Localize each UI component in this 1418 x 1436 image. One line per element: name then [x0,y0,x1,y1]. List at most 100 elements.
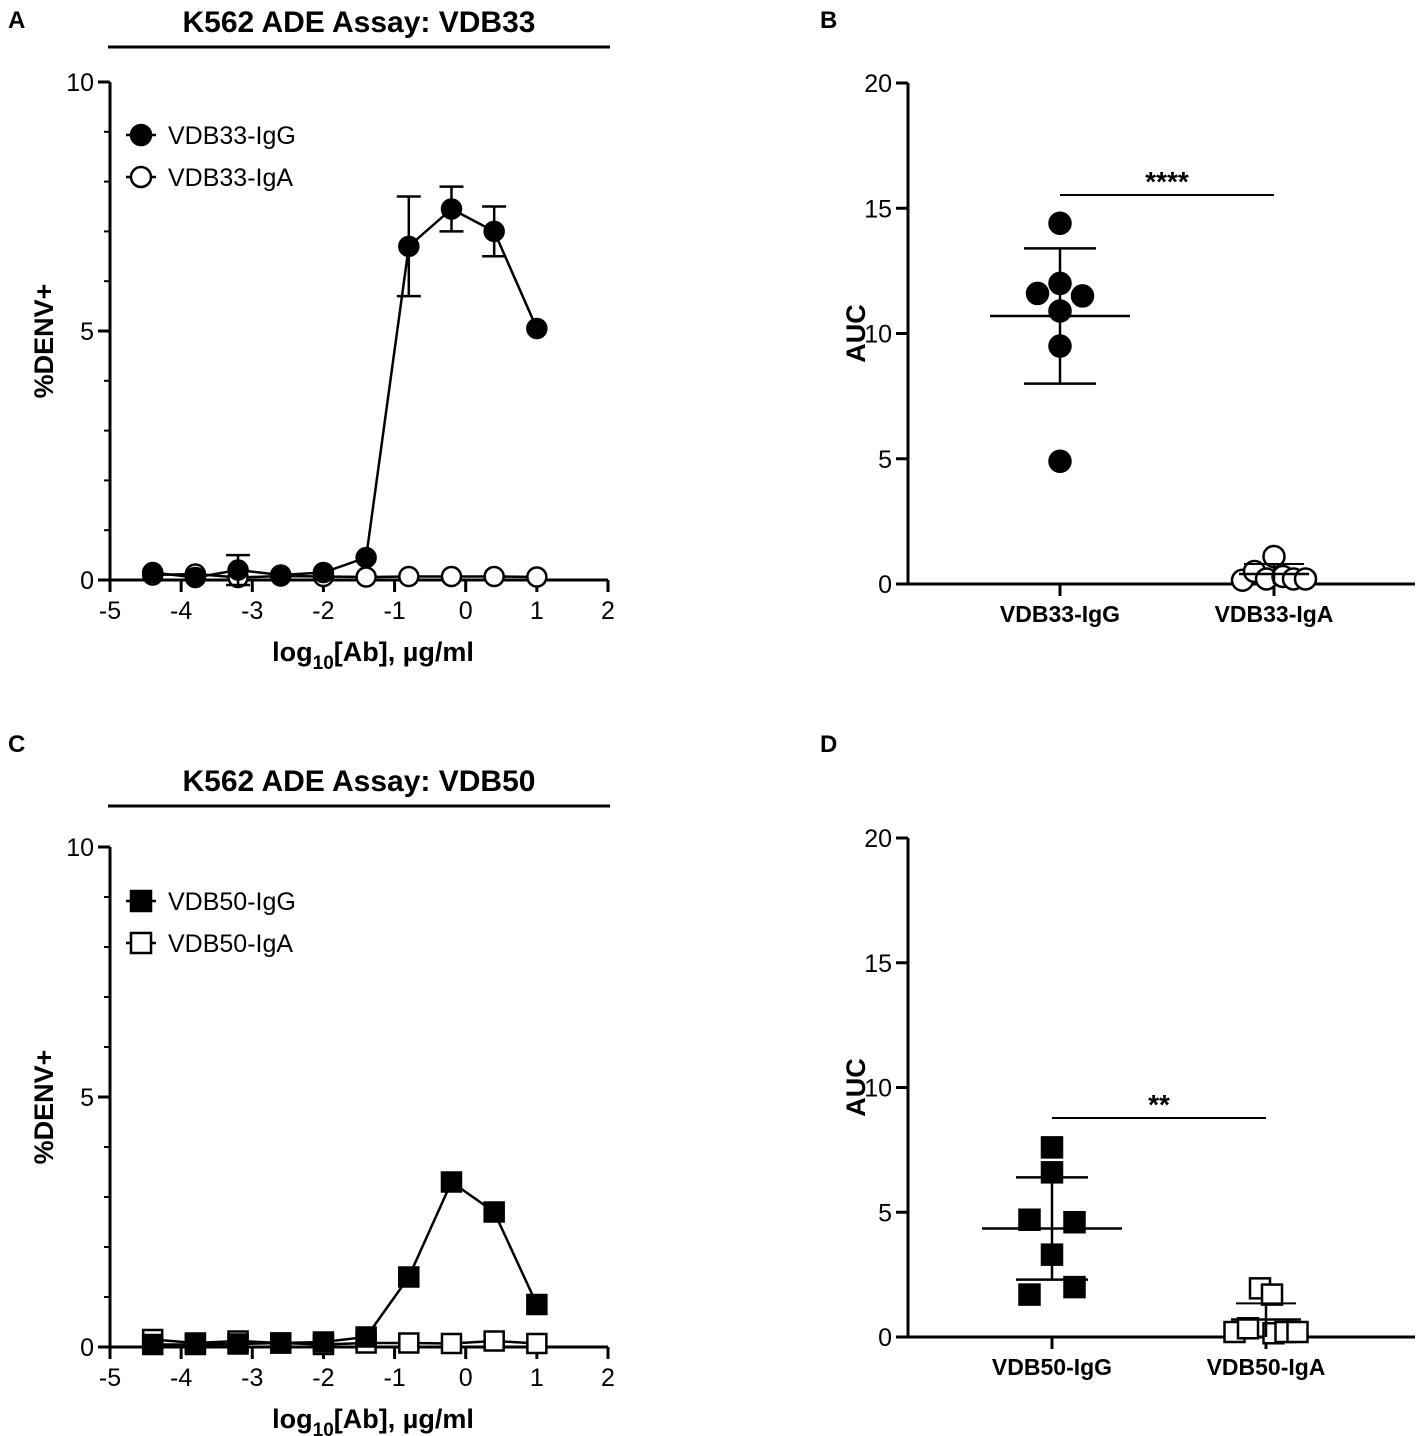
data-point [1293,567,1318,591]
y-tick-label: 15 [864,195,892,223]
x-category-label: VDB50-IgG [992,1354,1112,1380]
y-axis-label: %DENV+ [29,284,59,399]
data-point [483,1330,505,1352]
legend-label: VDB33-IgG [168,122,296,150]
data-point [483,565,505,588]
group-vdb50-iga [1223,1277,1309,1345]
panel-c: C K562 ADE Assay: VDB50 0 5 10 -5 -4 -3 -2 -1 0 1 2%… [8,731,615,1436]
data-point [1286,1320,1309,1344]
data-point [398,565,420,588]
data-point [312,561,335,584]
data-point [398,1332,420,1354]
series-line [152,207,539,579]
data-point [440,198,463,220]
legend-entry: VDB50-IgA [126,930,293,958]
panel-d: D 0 5 10 15 20 AUC VDB50-IgG VDB50-IgA ** [820,731,1415,1380]
data-point [355,1326,377,1348]
data-point [269,1332,292,1354]
data-point [355,546,377,569]
data-point [184,1333,207,1356]
x-axis-label-main: log [272,637,313,667]
significance-label: **** [1145,166,1189,197]
data-point [526,1332,548,1355]
data-point [141,561,164,584]
x-tick-label: -2 [312,1364,334,1392]
legend-marker [129,931,153,955]
data-point [141,1333,164,1356]
data-point [1236,1317,1260,1340]
x-tick-label: -1 [383,1364,405,1392]
x-tick-label: -3 [241,597,263,625]
data-point [1048,211,1072,236]
y-tick-label: 5 [80,318,94,346]
y-tick-label: 5 [80,1084,94,1112]
data-point [483,1201,505,1223]
data-point [440,1332,463,1355]
x-tick-label: -2 [312,597,334,625]
x-axis-label-sub: 10 [313,1420,334,1436]
y-tick-label: 5 [878,1199,892,1227]
x-tick-label: -1 [383,597,405,625]
data-point [398,1266,420,1288]
legend-entry: VDB33-IgG [126,122,296,150]
data-point [440,565,463,588]
data-point [1063,1275,1086,1299]
data-point [526,566,548,588]
x-category-label: VDB33-IgA [1215,601,1334,627]
legend-label: VDB50-IgA [168,930,293,958]
x-tick-label: -5 [99,597,121,625]
legend-label: VDB33-IgA [168,164,293,192]
legend-marker [129,165,153,189]
x-axis-label-rest: [Ab], µg/ml [334,637,474,667]
data-point [483,220,505,243]
group-vdb33-iga [1230,544,1318,592]
panel-label: C [8,731,25,758]
data-point [227,1333,249,1355]
y-axis-label: %DENV+ [29,1050,59,1165]
panel-b: B 0 5 10 15 20 AUC VDB33-IgG VDB33-IgA **** [820,7,1415,627]
data-point [1040,1136,1064,1159]
x-tick-label: 1 [530,1364,544,1392]
y-tick-label: 0 [878,1324,892,1352]
y-tick-label: 5 [878,446,892,474]
x-tick-label: 2 [601,1364,615,1392]
y-tick-label: 0 [80,567,94,595]
x-tick-label: 1 [530,597,544,625]
y-tick-label: 0 [878,571,892,599]
y-axis-label: AUC [841,1058,871,1117]
x-tick-label: 0 [459,597,473,625]
y-axis-label: AUC [841,304,871,363]
x-tick-label: -4 [170,1364,192,1392]
legend-label: VDB50-IgG [168,888,296,916]
x-axis-label-main: log [272,1404,313,1434]
data-point [355,566,377,588]
series-line [152,1338,537,1346]
data-point [1018,1283,1041,1306]
legend-entry: VDB33-IgA [126,164,293,192]
x-tick-label: 2 [601,597,615,625]
y-tick-label: 0 [80,1334,94,1362]
data-point [1025,281,1050,306]
y-tick-label: 10 [864,321,892,349]
y-tick-label: 10 [864,1075,892,1103]
x-axis-label: log10[Ab], µg/ml [272,637,474,674]
group-vdb50-igg [982,1136,1122,1306]
data-point [312,1331,335,1353]
group-vdb33-igg [990,211,1130,474]
data-point [1018,1208,1041,1231]
x-axis-label-rest: [Ab], µg/ml [334,1404,474,1434]
legend-marker [129,889,153,913]
y-tick-label: 15 [864,950,892,978]
legend-marker [129,123,153,147]
chart-title: K562 ADE Assay: VDB33 [183,6,536,39]
x-axis-label: log10[Ab], µg/ml [272,1404,474,1436]
series-vdb33-igg [141,185,548,589]
data-point [1048,449,1072,474]
x-category-label: VDB50-IgA [1207,1354,1326,1380]
data-point [526,317,548,340]
data-point [1070,284,1095,308]
y-tick-label: 20 [864,70,892,98]
data-point [526,1293,548,1316]
x-tick-label: -4 [170,597,192,625]
